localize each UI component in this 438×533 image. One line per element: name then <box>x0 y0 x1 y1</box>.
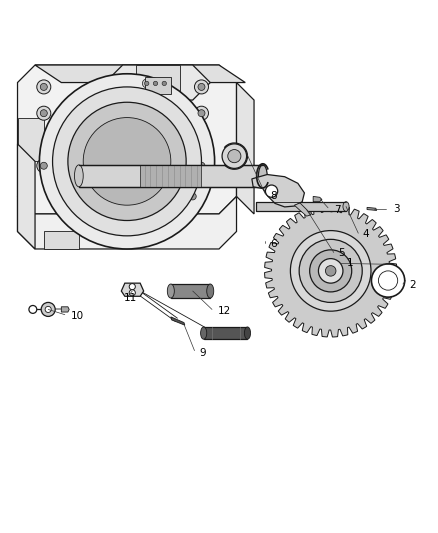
Text: 2: 2 <box>410 280 416 290</box>
Circle shape <box>116 189 130 204</box>
Circle shape <box>151 79 160 88</box>
Circle shape <box>129 290 135 296</box>
Polygon shape <box>18 197 237 249</box>
Ellipse shape <box>244 327 251 339</box>
Bar <box>136 65 180 100</box>
Circle shape <box>318 259 343 283</box>
Text: 1: 1 <box>347 259 353 269</box>
Polygon shape <box>35 65 245 83</box>
Circle shape <box>83 118 171 205</box>
Circle shape <box>119 193 126 200</box>
Circle shape <box>40 110 47 117</box>
Polygon shape <box>252 174 304 207</box>
Ellipse shape <box>74 165 83 187</box>
Polygon shape <box>79 165 263 187</box>
Circle shape <box>371 264 405 297</box>
Circle shape <box>37 106 51 120</box>
Circle shape <box>39 74 215 249</box>
Circle shape <box>37 159 51 173</box>
Text: 6: 6 <box>271 239 277 249</box>
Bar <box>145 77 171 94</box>
Circle shape <box>40 162 47 169</box>
Polygon shape <box>367 207 377 211</box>
Circle shape <box>142 79 151 88</box>
Circle shape <box>194 106 208 120</box>
Circle shape <box>153 81 158 86</box>
Text: 5: 5 <box>339 248 345 259</box>
Ellipse shape <box>258 165 267 187</box>
Polygon shape <box>18 118 44 161</box>
Polygon shape <box>171 284 210 298</box>
Circle shape <box>222 144 247 168</box>
Polygon shape <box>18 65 237 214</box>
Circle shape <box>299 239 362 302</box>
Polygon shape <box>294 203 311 216</box>
Text: 8: 8 <box>271 191 277 201</box>
Ellipse shape <box>167 284 174 298</box>
Circle shape <box>41 302 55 317</box>
Text: 3: 3 <box>393 204 399 214</box>
Circle shape <box>198 110 205 117</box>
Text: 11: 11 <box>124 293 137 303</box>
Polygon shape <box>61 307 69 312</box>
Ellipse shape <box>201 327 207 339</box>
Circle shape <box>68 102 186 221</box>
Polygon shape <box>256 201 346 211</box>
Circle shape <box>189 193 196 200</box>
Polygon shape <box>44 231 79 249</box>
Circle shape <box>378 271 398 290</box>
Circle shape <box>198 84 205 91</box>
Circle shape <box>37 80 51 94</box>
Circle shape <box>129 284 135 290</box>
Circle shape <box>198 162 205 169</box>
Polygon shape <box>18 144 35 249</box>
Polygon shape <box>121 283 144 296</box>
Circle shape <box>310 250 352 292</box>
Circle shape <box>53 87 201 236</box>
Circle shape <box>162 81 166 86</box>
Circle shape <box>145 81 149 86</box>
Polygon shape <box>204 327 247 339</box>
Circle shape <box>194 80 208 94</box>
Ellipse shape <box>343 201 349 211</box>
Text: 10: 10 <box>71 311 84 320</box>
Circle shape <box>228 150 241 163</box>
Text: 7: 7 <box>334 205 340 215</box>
Circle shape <box>186 189 200 204</box>
Polygon shape <box>105 65 210 100</box>
Circle shape <box>194 159 208 173</box>
Polygon shape <box>237 83 254 214</box>
Ellipse shape <box>207 284 214 298</box>
Polygon shape <box>171 317 185 325</box>
Polygon shape <box>313 197 322 201</box>
Circle shape <box>325 265 336 276</box>
Circle shape <box>265 185 278 197</box>
Circle shape <box>40 84 47 91</box>
Text: 12: 12 <box>218 306 231 316</box>
Polygon shape <box>265 205 397 337</box>
Circle shape <box>290 231 371 311</box>
Text: 9: 9 <box>200 348 206 358</box>
Circle shape <box>160 79 169 88</box>
Circle shape <box>45 306 51 312</box>
Polygon shape <box>140 165 201 187</box>
Text: 4: 4 <box>363 229 369 239</box>
